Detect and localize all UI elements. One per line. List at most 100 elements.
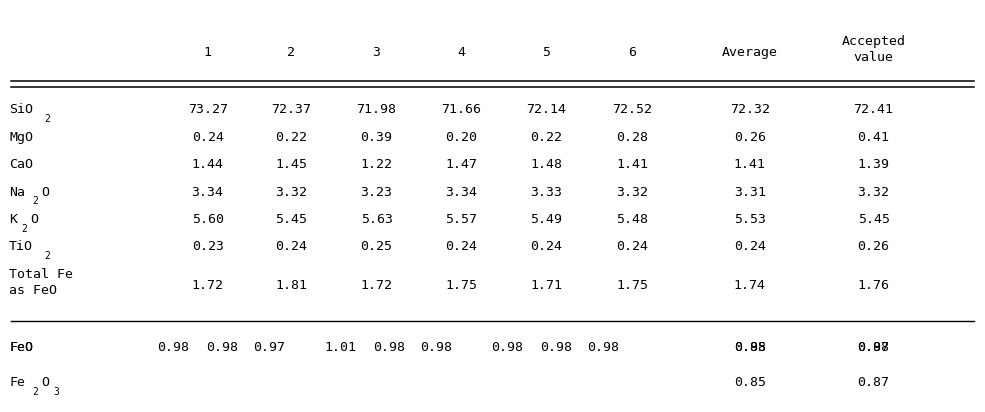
Text: as FeO: as FeO [9,284,57,297]
Text: 5.49: 5.49 [531,213,562,226]
Text: 1.39: 1.39 [858,158,889,171]
Text: 72.37: 72.37 [271,103,311,116]
Text: K: K [9,213,18,226]
Text: O: O [41,185,49,199]
Text: CaO: CaO [9,158,33,171]
Text: 1.71: 1.71 [531,279,562,292]
Text: FeO: FeO [9,341,33,353]
Text: 73.27: 73.27 [188,103,228,116]
Text: 5.45: 5.45 [275,213,307,226]
Text: 1.76: 1.76 [858,279,889,292]
Text: 0.98: 0.98 [734,341,766,353]
Text: SiO: SiO [9,103,33,116]
Text: 0.87: 0.87 [858,376,889,389]
Text: 3: 3 [372,46,380,59]
Text: 0.85: 0.85 [734,376,766,389]
Text: 0.24: 0.24 [192,131,224,144]
Text: 2: 2 [21,223,27,234]
Text: 0.98: 0.98 [858,341,889,353]
Text: 1.41: 1.41 [734,158,766,171]
Text: 0.98: 0.98 [492,341,523,353]
Text: 1.72: 1.72 [361,279,393,292]
Text: 0.98: 0.98 [373,341,406,353]
Text: 3.23: 3.23 [361,185,393,199]
Text: TiO: TiO [9,241,33,253]
Text: FeO: FeO [9,341,33,353]
Text: 1.45: 1.45 [275,158,307,171]
Text: 3.34: 3.34 [445,185,477,199]
Text: Na: Na [9,185,26,199]
Text: 1.47: 1.47 [445,158,477,171]
Text: Fe: Fe [9,376,26,389]
Text: 0.24: 0.24 [531,241,562,253]
Text: 0.98: 0.98 [587,341,620,353]
Text: 1.75: 1.75 [616,279,648,292]
Text: 0.85: 0.85 [734,341,766,353]
Text: 72.32: 72.32 [730,103,770,116]
Text: 0.98: 0.98 [158,341,189,353]
Text: 1.48: 1.48 [531,158,562,171]
Text: 1.22: 1.22 [361,158,393,171]
Text: 1.01: 1.01 [324,341,357,353]
Text: 0.26: 0.26 [858,241,889,253]
Text: 0.28: 0.28 [616,131,648,144]
Text: 5.63: 5.63 [361,213,393,226]
Text: 3.32: 3.32 [275,185,307,199]
Text: 0.22: 0.22 [275,131,307,144]
Text: 72.14: 72.14 [527,103,566,116]
Text: 5: 5 [543,46,551,59]
Text: 72.41: 72.41 [854,103,893,116]
Text: 2: 2 [33,196,38,206]
Text: 5.57: 5.57 [445,213,477,226]
Text: 0.22: 0.22 [531,131,562,144]
Text: 71.98: 71.98 [357,103,397,116]
Text: 1.75: 1.75 [445,279,477,292]
Text: 2: 2 [44,114,50,124]
Text: 72.52: 72.52 [612,103,652,116]
Text: 3.33: 3.33 [531,185,562,199]
Text: 71.66: 71.66 [441,103,481,116]
Text: 0.24: 0.24 [616,241,648,253]
Text: 1.81: 1.81 [275,279,307,292]
Text: 1.44: 1.44 [192,158,224,171]
Text: O: O [31,213,38,226]
Text: 2: 2 [33,387,38,397]
Text: value: value [854,51,893,64]
Text: 0.24: 0.24 [734,241,766,253]
Text: 0.25: 0.25 [361,241,393,253]
Text: 0.39: 0.39 [361,131,393,144]
Text: 3: 3 [53,387,59,397]
Text: 0.87: 0.87 [858,341,889,353]
Text: 0.20: 0.20 [445,131,477,144]
Text: 1.41: 1.41 [616,158,648,171]
Text: MgO: MgO [9,131,33,144]
Text: 4: 4 [457,46,465,59]
Text: Accepted: Accepted [841,35,905,47]
Text: 0.24: 0.24 [275,241,307,253]
Text: 0.26: 0.26 [734,131,766,144]
Text: 0.41: 0.41 [858,131,889,144]
Text: Total Fe: Total Fe [9,268,73,281]
Text: Average: Average [722,46,778,59]
Text: 3.32: 3.32 [858,185,889,199]
Text: 1.72: 1.72 [192,279,224,292]
Text: 2: 2 [288,46,296,59]
Text: 1: 1 [204,46,212,59]
Text: 5.60: 5.60 [192,213,224,226]
Text: 0.98: 0.98 [541,341,572,353]
Text: 5.53: 5.53 [734,213,766,226]
Text: 0.98: 0.98 [421,341,452,353]
Text: 2: 2 [44,251,50,261]
Text: 0.24: 0.24 [445,241,477,253]
Text: 3.31: 3.31 [734,185,766,199]
Text: 3.34: 3.34 [192,185,224,199]
Text: 0.97: 0.97 [253,341,286,353]
Text: 1.74: 1.74 [734,279,766,292]
Text: 5.48: 5.48 [616,213,648,226]
Text: 6: 6 [628,46,636,59]
Text: 0.98: 0.98 [207,341,238,353]
Text: 0.23: 0.23 [192,241,224,253]
Text: O: O [41,376,49,389]
Text: 5.45: 5.45 [858,213,889,226]
Text: 3.32: 3.32 [616,185,648,199]
